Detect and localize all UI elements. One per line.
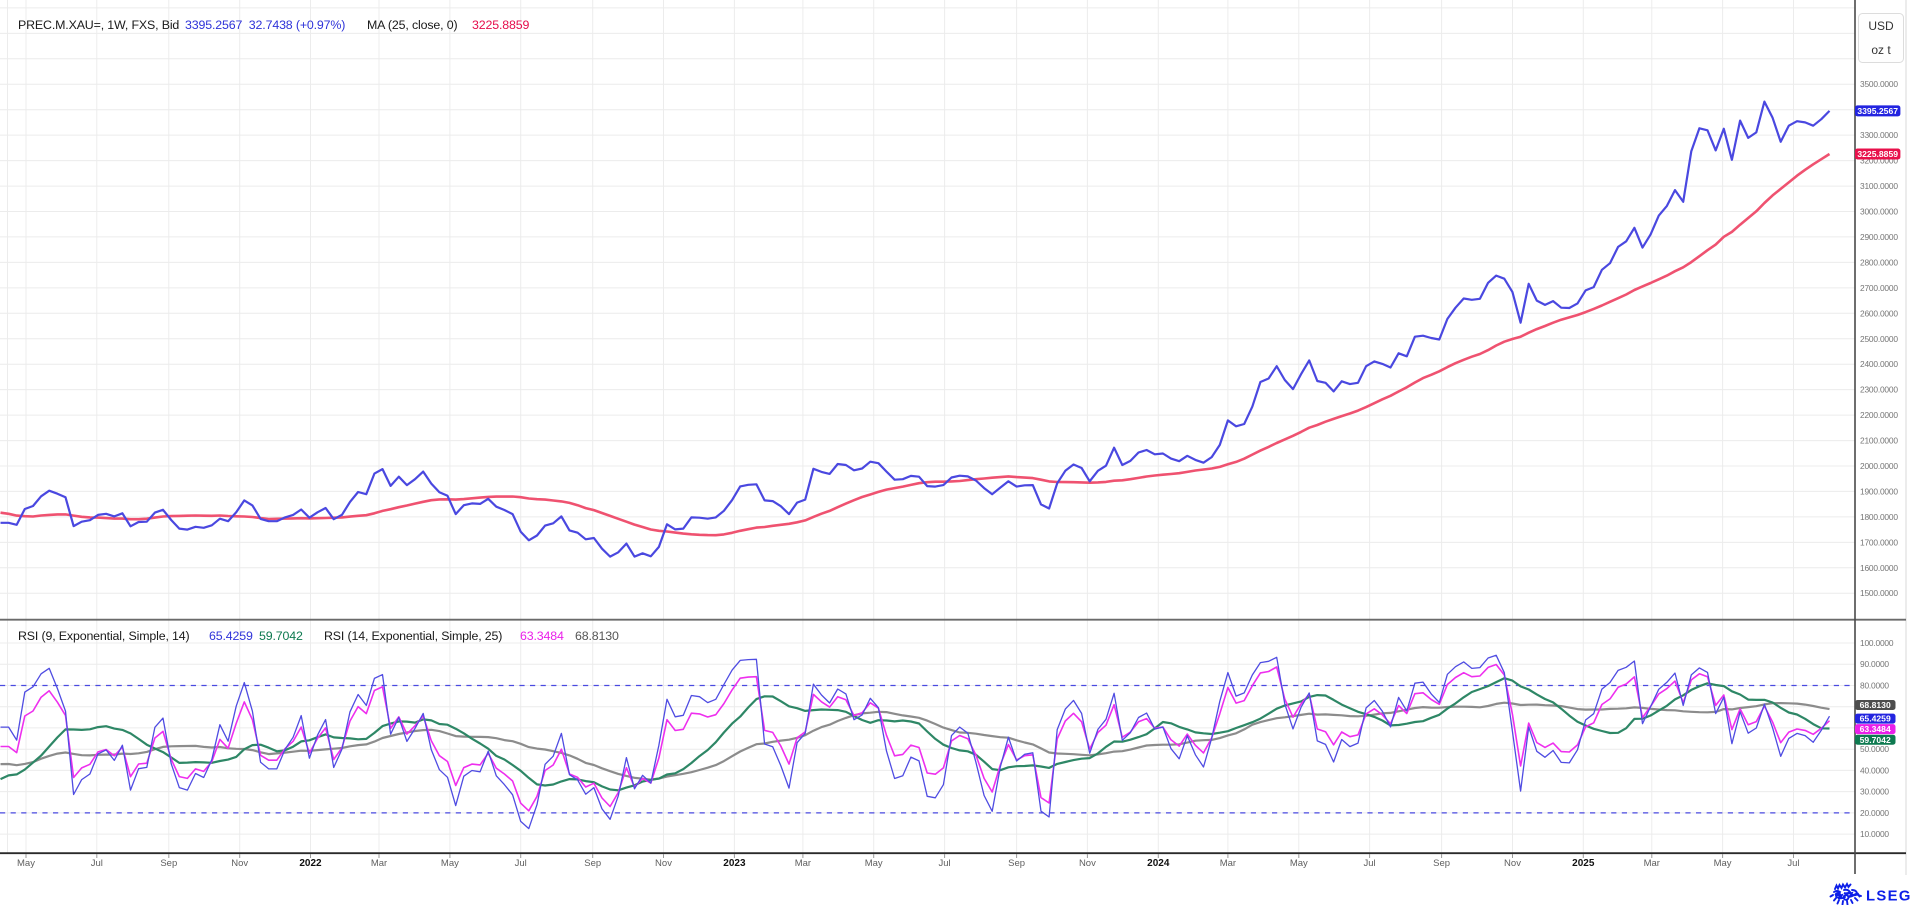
svg-text:2200.0000: 2200.0000 [1860,410,1898,420]
svg-text:2022: 2022 [299,858,322,869]
svg-text:2400.0000: 2400.0000 [1860,359,1898,369]
svg-text:Mar: Mar [1220,858,1236,869]
svg-text:Sep: Sep [1433,858,1450,869]
svg-text:MA (25, close, 0): MA (25, close, 0) [367,18,457,32]
svg-text:May: May [1714,858,1732,869]
svg-text:May: May [441,858,459,869]
svg-text:1600.0000: 1600.0000 [1860,563,1898,573]
svg-text:RSI (14, Exponential, Simple,: RSI (14, Exponential, Simple, 25) [324,629,502,643]
svg-text:2700.0000: 2700.0000 [1860,283,1898,293]
svg-text:2800.0000: 2800.0000 [1860,257,1898,267]
svg-text:100.0000: 100.0000 [1860,638,1894,648]
svg-text:3225.8859: 3225.8859 [472,18,529,32]
svg-text:2500.0000: 2500.0000 [1860,334,1898,344]
svg-text:1500.0000: 1500.0000 [1860,588,1898,598]
svg-text:65.4259: 65.4259 [209,629,253,643]
svg-text:Sep: Sep [584,858,601,869]
svg-text:65.4259: 65.4259 [1860,714,1891,724]
svg-text:3395.2567: 3395.2567 [1857,106,1898,116]
svg-text:oz t: oz t [1871,43,1891,57]
svg-text:3395.2567 32.7438 (+0.97%): 3395.2567 32.7438 (+0.97%) [185,18,345,32]
svg-text:LSEG: LSEG [1866,889,1912,905]
svg-text:Jul: Jul [515,858,527,869]
svg-text:Jul: Jul [91,858,103,869]
svg-text:68.8130: 68.8130 [1860,700,1891,710]
svg-text:2300.0000: 2300.0000 [1860,385,1898,395]
svg-text:Nov: Nov [231,858,248,869]
svg-text:2025: 2025 [1572,858,1595,869]
svg-text:Mar: Mar [795,858,811,869]
svg-text:Jul: Jul [1787,858,1799,869]
svg-text:Nov: Nov [1079,858,1096,869]
svg-text:May: May [1290,858,1308,869]
svg-text:1800.0000: 1800.0000 [1860,512,1898,522]
svg-text:1700.0000: 1700.0000 [1860,537,1898,547]
svg-text:63.3484: 63.3484 [1860,724,1891,734]
svg-text:USD: USD [1868,19,1894,33]
svg-text:80.0000: 80.0000 [1860,681,1889,691]
svg-text:30.0000: 30.0000 [1860,787,1889,797]
svg-text:Sep: Sep [160,858,177,869]
svg-text:RSI (9, Exponential, Simple, 1: RSI (9, Exponential, Simple, 14) [18,629,190,643]
svg-text:Sep: Sep [1008,858,1025,869]
svg-text:1900.0000: 1900.0000 [1860,486,1898,496]
svg-text:Jul: Jul [1364,858,1376,869]
svg-text:40.0000: 40.0000 [1860,765,1889,775]
svg-text:PREC.M.XAU=, 1W, FXS, Bid: PREC.M.XAU=, 1W, FXS, Bid [18,18,179,32]
svg-text:May: May [17,858,35,869]
svg-text:68.8130: 68.8130 [575,629,619,643]
svg-text:90.0000: 90.0000 [1860,659,1889,669]
svg-text:3300.0000: 3300.0000 [1860,130,1898,140]
svg-text:2100.0000: 2100.0000 [1860,436,1898,446]
svg-text:Nov: Nov [1504,858,1521,869]
svg-text:59.7042: 59.7042 [259,629,303,643]
svg-text:3225.8859: 3225.8859 [1857,149,1898,159]
svg-text:3100.0000: 3100.0000 [1860,181,1898,191]
svg-text:May: May [865,858,883,869]
svg-text:2024: 2024 [1147,858,1170,869]
svg-text:2000.0000: 2000.0000 [1860,461,1898,471]
svg-text:50.0000: 50.0000 [1860,744,1889,754]
svg-text:3000.0000: 3000.0000 [1860,207,1898,217]
svg-text:59.7042: 59.7042 [1860,735,1891,745]
svg-text:2023: 2023 [723,858,746,869]
svg-text:Mar: Mar [371,858,387,869]
svg-text:63.3484: 63.3484 [520,629,564,643]
svg-text:2900.0000: 2900.0000 [1860,232,1898,242]
svg-text:10.0000: 10.0000 [1860,829,1889,839]
svg-text:2600.0000: 2600.0000 [1860,308,1898,318]
svg-text:Jul: Jul [939,858,951,869]
svg-text:3500.0000: 3500.0000 [1860,79,1898,89]
svg-text:Mar: Mar [1644,858,1660,869]
svg-text:3200.0000: 3200.0000 [1860,156,1898,166]
svg-text:20.0000: 20.0000 [1860,808,1889,818]
svg-text:Nov: Nov [655,858,672,869]
